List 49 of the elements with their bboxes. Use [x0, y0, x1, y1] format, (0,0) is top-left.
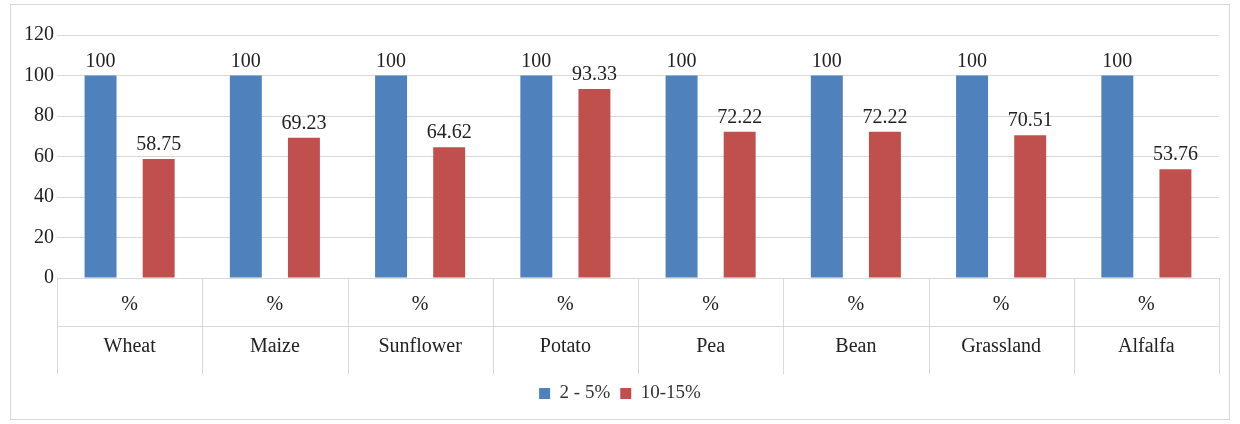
- data-label: 100: [521, 48, 552, 71]
- y-tick-label: 100: [24, 62, 54, 85]
- x-tick-label: % Pea: [696, 292, 726, 357]
- bar: [84, 75, 117, 278]
- bar: [375, 75, 408, 278]
- data-label: 58.75: [136, 132, 182, 155]
- bar: [142, 159, 175, 278]
- y-tick-label: 40: [34, 184, 54, 207]
- y-tick-label: 0: [44, 265, 54, 288]
- data-label: 100: [376, 48, 407, 71]
- data-label: 72.22: [717, 105, 763, 127]
- x-tick-label: % Potato: [539, 292, 591, 357]
- bar: [520, 75, 553, 278]
- y-tick-label: 80: [34, 103, 54, 126]
- bar: [956, 75, 989, 278]
- y-tick-label: 120: [24, 22, 54, 45]
- bar: [868, 131, 901, 278]
- bar: [229, 75, 262, 278]
- x-tick-label: % Maize: [249, 292, 300, 357]
- data-label: 100: [230, 48, 261, 71]
- data-label: 93.33: [571, 62, 617, 85]
- legend-label: 2 - 5%: [559, 381, 611, 403]
- data-label: 70.51: [1007, 108, 1053, 131]
- bar: [578, 89, 611, 278]
- bar: [287, 137, 320, 278]
- data-label: 100: [811, 48, 842, 71]
- y-tick-label: 60: [34, 143, 54, 166]
- data-label: 53.76: [1152, 142, 1198, 165]
- data-label: 100: [957, 48, 988, 71]
- x-tick-label: % Wheat: [103, 292, 157, 357]
- bar: [723, 131, 756, 278]
- legend-label: 10-15%: [640, 381, 702, 403]
- bar: [1159, 169, 1192, 278]
- data-label: 100: [666, 48, 697, 71]
- bar: [1014, 135, 1047, 278]
- x-tick-label: % Bean: [835, 292, 877, 357]
- data-label: 69.23: [281, 111, 327, 134]
- x-tick-label: % Alfalfa: [1118, 292, 1175, 357]
- bar: [665, 75, 698, 278]
- bar: [1101, 75, 1134, 278]
- x-tick-label: % Sunflower: [378, 292, 463, 357]
- data-label: 64.62: [426, 120, 472, 143]
- y-tick-label: 20: [34, 224, 54, 247]
- bar: [810, 75, 843, 278]
- x-tick-label: % Grassland: [961, 292, 1042, 357]
- data-label: 100: [85, 48, 116, 71]
- bar: [433, 147, 466, 278]
- data-label: 72.22: [862, 105, 908, 127]
- data-label: 100: [1102, 48, 1133, 71]
